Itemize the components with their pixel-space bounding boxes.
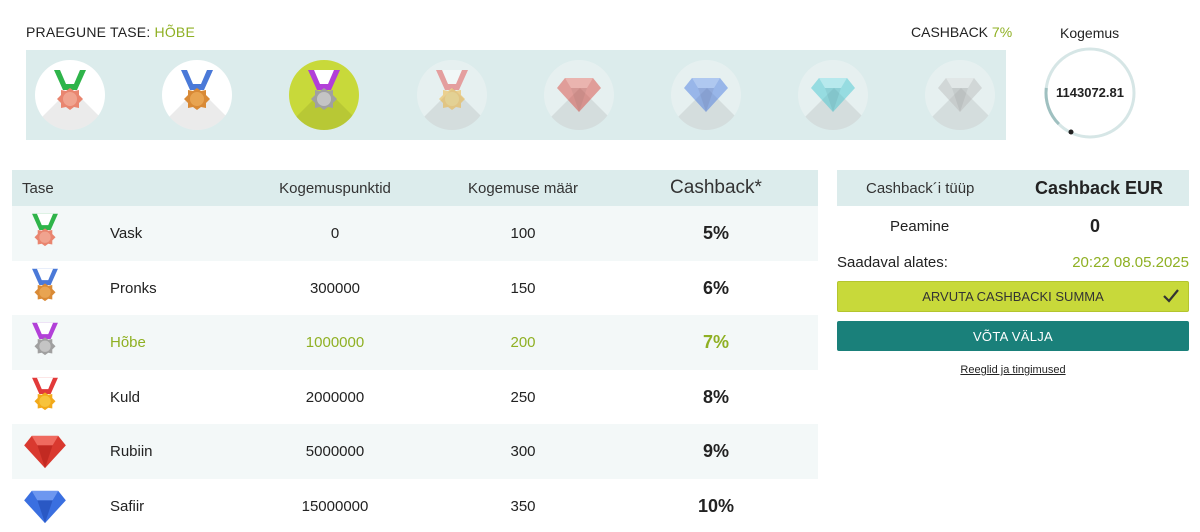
main-balance-label: Peamine [890,218,950,235]
header-points: Kogemuspunktid [279,180,391,197]
level-points: 0 [330,225,340,242]
header-level: Tase [22,180,54,197]
level-points: 1000000 [305,334,365,351]
cashback-percent: 7% [991,24,1013,40]
level-points: 5000000 [305,443,365,460]
cashback-panel: Cashback´i tüüp Cashback EUR Peamine 0 S… [837,170,1189,376]
calculate-cashback-label: ARVUTA CASHBACKI SUMMA [922,289,1104,304]
cashback-main-row: Peamine 0 [837,206,1189,246]
level-cashback: 8% [702,386,730,407]
available-from-value: 20:22 08.05.2025 [1072,254,1189,271]
level-rate: 350 [510,497,536,515]
level-copper [35,60,105,130]
available-from-row: Saadaval alates: 20:22 08.05.2025 [837,246,1189,276]
level-rate: 300 [510,443,536,460]
ruby-gem-icon [557,78,601,112]
level-name: Kuld [110,388,141,406]
level-ruby [544,60,614,130]
level-points: 2000000 [305,388,365,406]
level-rate: 250 [510,388,536,406]
rules-link[interactable]: Reeglid ja tingimused [960,364,1066,376]
experience-title: Kogemus [1060,25,1120,41]
current-level-caption: PRAEGUNE TASE: [26,24,151,40]
level-rate: 100 [510,225,536,242]
level-points: 15000000 [301,497,369,515]
level-name: Pronks [110,279,157,297]
level-diamond [798,60,868,130]
silver-medal-icon [308,70,340,110]
bronze-medal-icon [181,70,213,110]
diamond-gem-icon [811,78,855,112]
silver-medal-icon [32,322,58,356]
ruby-gem-icon [24,435,66,469]
available-from-label: Saadaval alates: [837,254,948,271]
level-name: Hõbe [110,334,146,351]
level-cashback: 5% [702,223,730,243]
level-cashback: 7% [702,332,730,352]
table-row: Rubiin 5000000 300 9% [12,424,818,479]
level-platinum [925,60,995,130]
header-rate: Kogemuse määr [467,180,579,197]
calculate-cashback-button[interactable]: ARVUTA CASHBACKI SUMMA [837,281,1189,312]
table-row-current: Hõbe 1000000 200 7% [12,315,818,370]
withdraw-button[interactable]: VÕTA VÄLJA [837,321,1189,351]
level-progress-strip [26,50,1006,140]
platinum-gem-icon [938,78,982,112]
header-cashback: Cashback* [670,177,762,198]
experience-progress-ring [1044,47,1136,139]
level-rate: 200 [510,334,536,351]
table-row: Vask 0 100 5% [12,206,818,261]
levels-table: Tase Kogemuspunktid Kogemuse määr Cashba… [12,170,818,532]
cashback-type-row: Cashback´i tüüp Cashback EUR [837,170,1189,206]
current-level-value: HÕBE [154,24,196,40]
table-row: Kuld 2000000 250 8% [12,369,818,424]
sapphire-gem-icon [684,78,728,112]
checkmark-icon [1163,289,1179,303]
table-row: Pronks 300000 150 6% [12,260,818,315]
experience-value: 1143072.81 [1056,85,1124,100]
level-cashback: 10% [697,495,735,516]
current-level-label: PRAEGUNE TASE: HÕBE [26,24,195,40]
level-name: Safiir [110,497,145,515]
cashback-type-label: Cashback´i tüüp [866,180,975,197]
level-sapphire [671,60,741,130]
level-cashback: 6% [702,277,730,298]
level-name: Vask [110,225,143,242]
main-balance-value: 0 [1090,216,1101,236]
copper-medal-icon [54,70,86,110]
level-gold [417,60,487,130]
progress-marker [1068,129,1074,135]
level-name: Rubiin [110,443,153,460]
gold-medal-icon [32,377,58,410]
cashback-caption: CASHBACK [911,24,989,40]
table-header: Tase Kogemuspunktid Kogemuse määr Cashba… [12,170,818,206]
level-cashback: 9% [702,441,730,461]
bronze-medal-icon [32,268,58,301]
copper-medal-icon [32,213,58,247]
level-bronze [162,60,232,130]
sapphire-gem-icon [24,490,66,523]
table-row: Safiir 15000000 350 10% [12,478,818,532]
cashback-type-value: Cashback EUR [1035,178,1164,198]
current-cashback: CASHBACK 7% [911,24,1012,40]
level-silver [289,60,359,130]
level-points: 300000 [309,279,361,297]
gold-medal-icon [436,70,468,110]
level-rate: 150 [510,279,536,297]
